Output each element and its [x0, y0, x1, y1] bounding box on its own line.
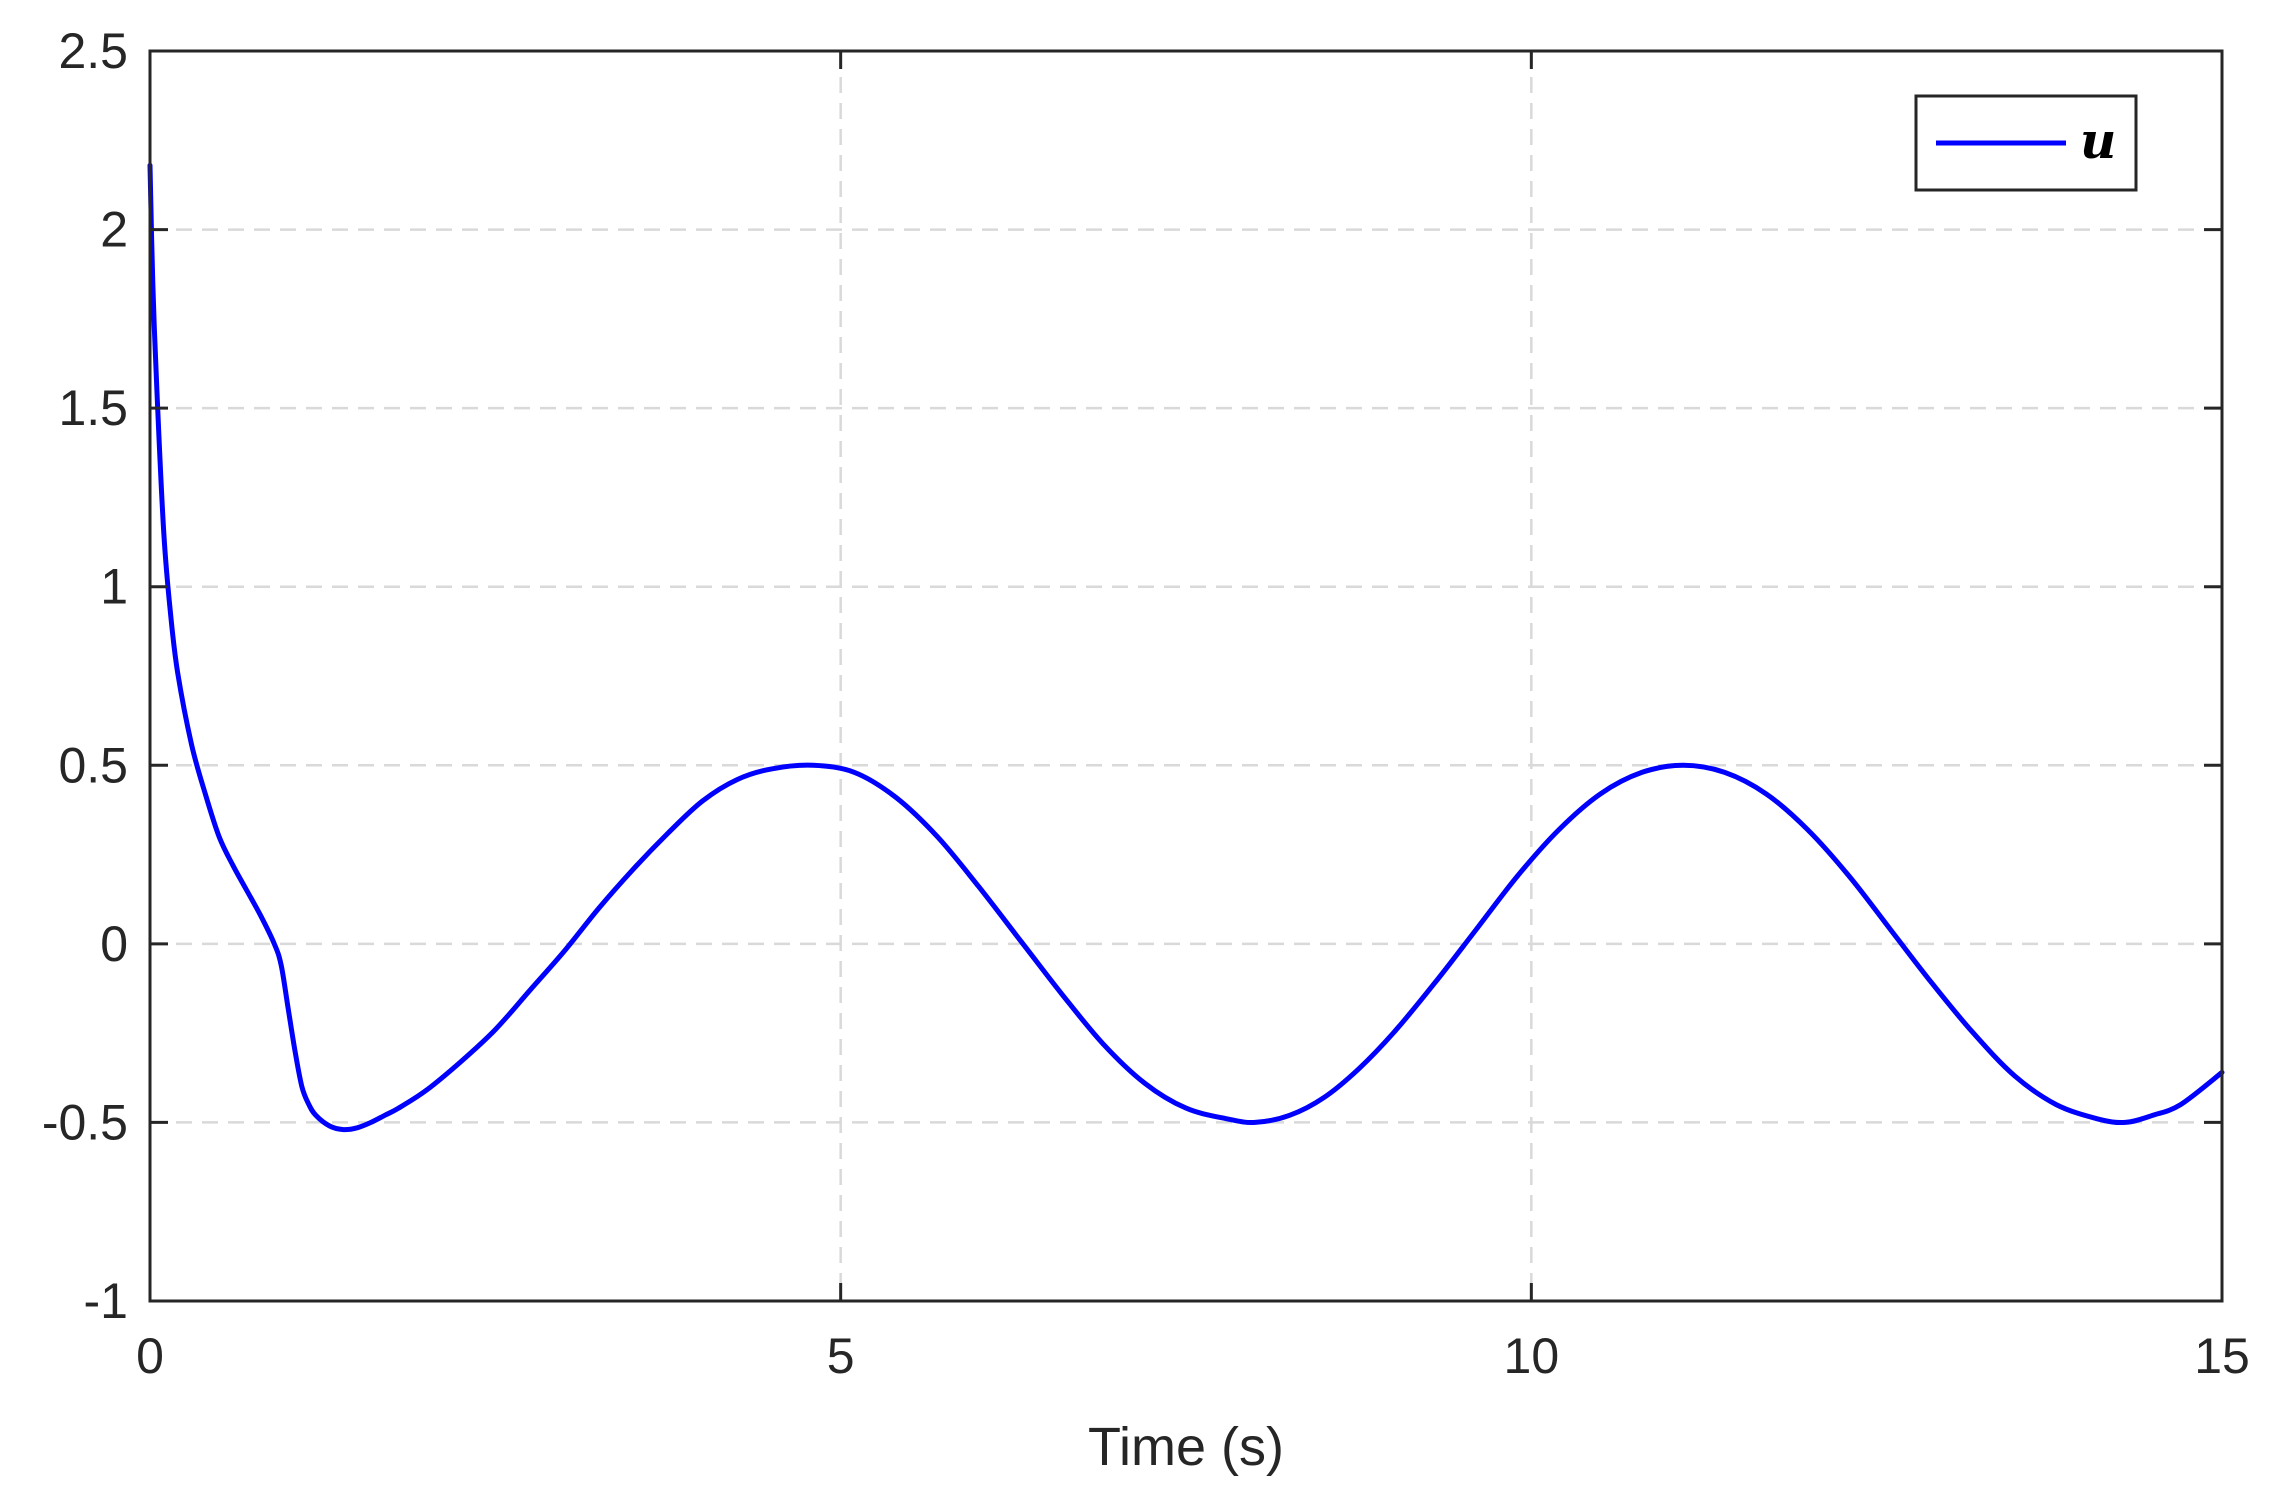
x-tick-label: 0 — [136, 1328, 164, 1384]
y-tick-label: 0 — [100, 916, 128, 972]
x-tick-label: 10 — [1504, 1328, 1560, 1384]
legend: u — [1914, 94, 2138, 192]
y-tick-label: 2.5 — [58, 23, 128, 79]
legend-label-u: u — [2080, 111, 2116, 170]
x-axis-title: Time (s) — [1088, 1417, 1284, 1477]
y-tick-label: 2 — [100, 202, 128, 258]
x-tick-label: 5 — [827, 1328, 855, 1384]
grid-layer — [150, 51, 2222, 1301]
y-tick-label: 1.5 — [58, 380, 128, 436]
y-tick-label: -1 — [84, 1273, 128, 1329]
y-tick-label: -0.5 — [42, 1094, 128, 1150]
tick-layer — [148, 49, 2224, 1303]
label-layer: 0 5 10 15 -1 -0.5 0 0.5 1 1.5 2 2.5 — [42, 23, 2250, 1384]
series-layer — [147, 162, 2225, 1133]
x-tick-label: 15 — [2194, 1328, 2250, 1384]
plot-frame — [148, 49, 2224, 1303]
y-tick-label: 1 — [100, 559, 128, 615]
series-line-u — [147, 162, 2225, 1133]
y-tick-label: 0.5 — [58, 737, 128, 793]
